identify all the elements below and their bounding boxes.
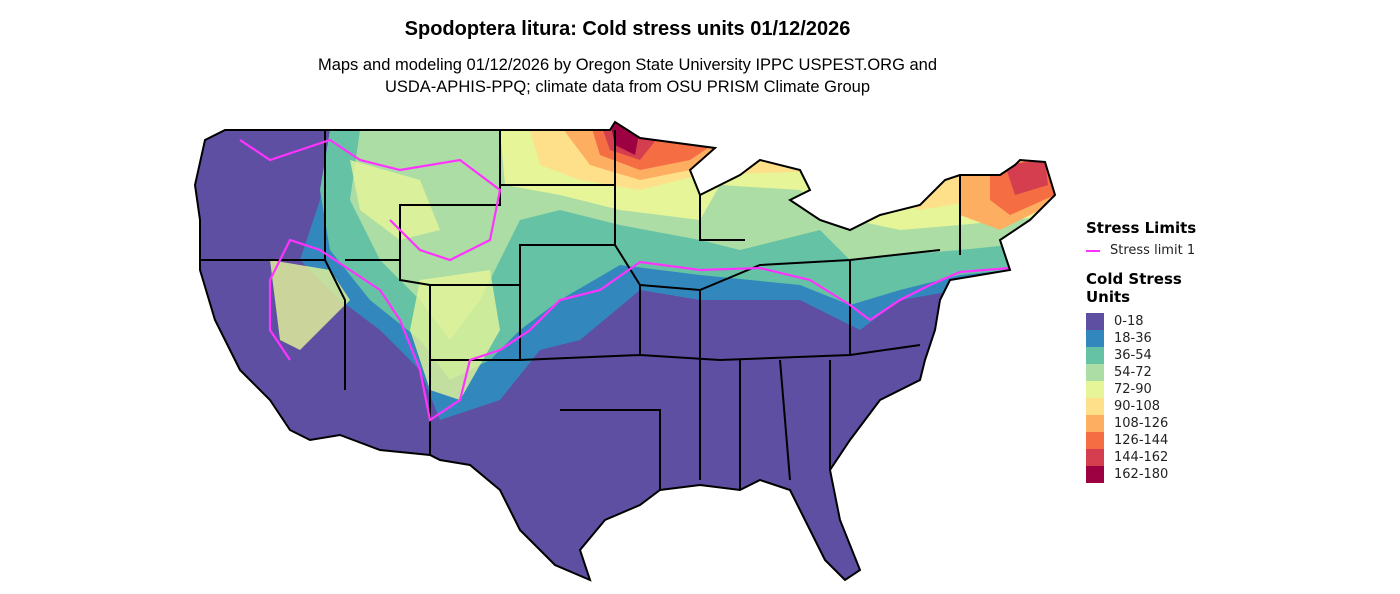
cold-stress-units-title: Cold Stress Units xyxy=(1086,270,1196,306)
legend-class: 162-180 xyxy=(1086,466,1196,483)
legend-class: 18-36 xyxy=(1086,330,1196,347)
class-label: 18-36 xyxy=(1114,331,1152,346)
color-swatch xyxy=(1086,381,1104,398)
color-swatch xyxy=(1086,330,1104,347)
state-borders xyxy=(200,130,961,490)
stress-limit-1-entry: Stress limit 1 xyxy=(1086,243,1196,258)
color-swatch xyxy=(1086,415,1104,432)
color-swatch xyxy=(1086,449,1104,466)
class-label: 54-72 xyxy=(1114,365,1152,380)
legend-class: 72-90 xyxy=(1086,381,1196,398)
legend-class: 54-72 xyxy=(1086,364,1196,381)
legend-class: 108-126 xyxy=(1086,415,1196,432)
color-swatch xyxy=(1086,432,1104,449)
legend-class: 36-54 xyxy=(1086,347,1196,364)
stress-limits-title: Stress Limits xyxy=(1086,219,1197,237)
stress-limit-1-label: Stress limit 1 xyxy=(1110,243,1196,258)
subtitle-line-1: Maps and modeling 01/12/2026 by Oregon S… xyxy=(317,56,938,74)
map-title: Spodoptera litura: Cold stress units 01/… xyxy=(404,18,851,40)
class-label: 90-108 xyxy=(1114,399,1161,414)
class-label: 126-144 xyxy=(1114,433,1169,448)
class-label: 0-18 xyxy=(1114,314,1144,329)
color-swatch xyxy=(1086,466,1104,483)
units-title-line-1: Cold Stress xyxy=(1086,270,1182,288)
stress-limit-1-line xyxy=(239,138,1011,422)
class-list: 0-18 18-36 36-54 54-72 72-90 90-108 108-126 126… xyxy=(1086,313,1196,483)
legend: Stress Limits Stress limit 1 Cold Stress… xyxy=(1086,219,1196,483)
legend-class: 144-162 xyxy=(1086,449,1196,466)
class-label: 162-180 xyxy=(1114,467,1169,482)
legend-class: 0-18 xyxy=(1086,313,1196,330)
us-map xyxy=(194,121,1056,581)
legend-class: 90-108 xyxy=(1086,398,1196,415)
class-label: 144-162 xyxy=(1114,450,1169,465)
class-label: 36-54 xyxy=(1114,348,1152,363)
units-title-line-2: Units xyxy=(1086,288,1131,306)
color-swatch xyxy=(1086,347,1104,364)
magenta-line-swatch xyxy=(1086,249,1100,252)
map-subtitle: Maps and modeling 01/12/2026 by Oregon S… xyxy=(0,54,1255,98)
class-label: 108-126 xyxy=(1114,416,1169,431)
color-swatch xyxy=(1086,398,1104,415)
class-label: 72-90 xyxy=(1114,382,1152,397)
subtitle-line-2: USDA-APHIS-PPQ; climate data from OSU PR… xyxy=(384,78,871,96)
color-swatch xyxy=(1086,313,1104,330)
legend-class: 126-144 xyxy=(1086,432,1196,449)
color-swatch xyxy=(1086,364,1104,381)
zone-72-90-west xyxy=(270,160,500,400)
